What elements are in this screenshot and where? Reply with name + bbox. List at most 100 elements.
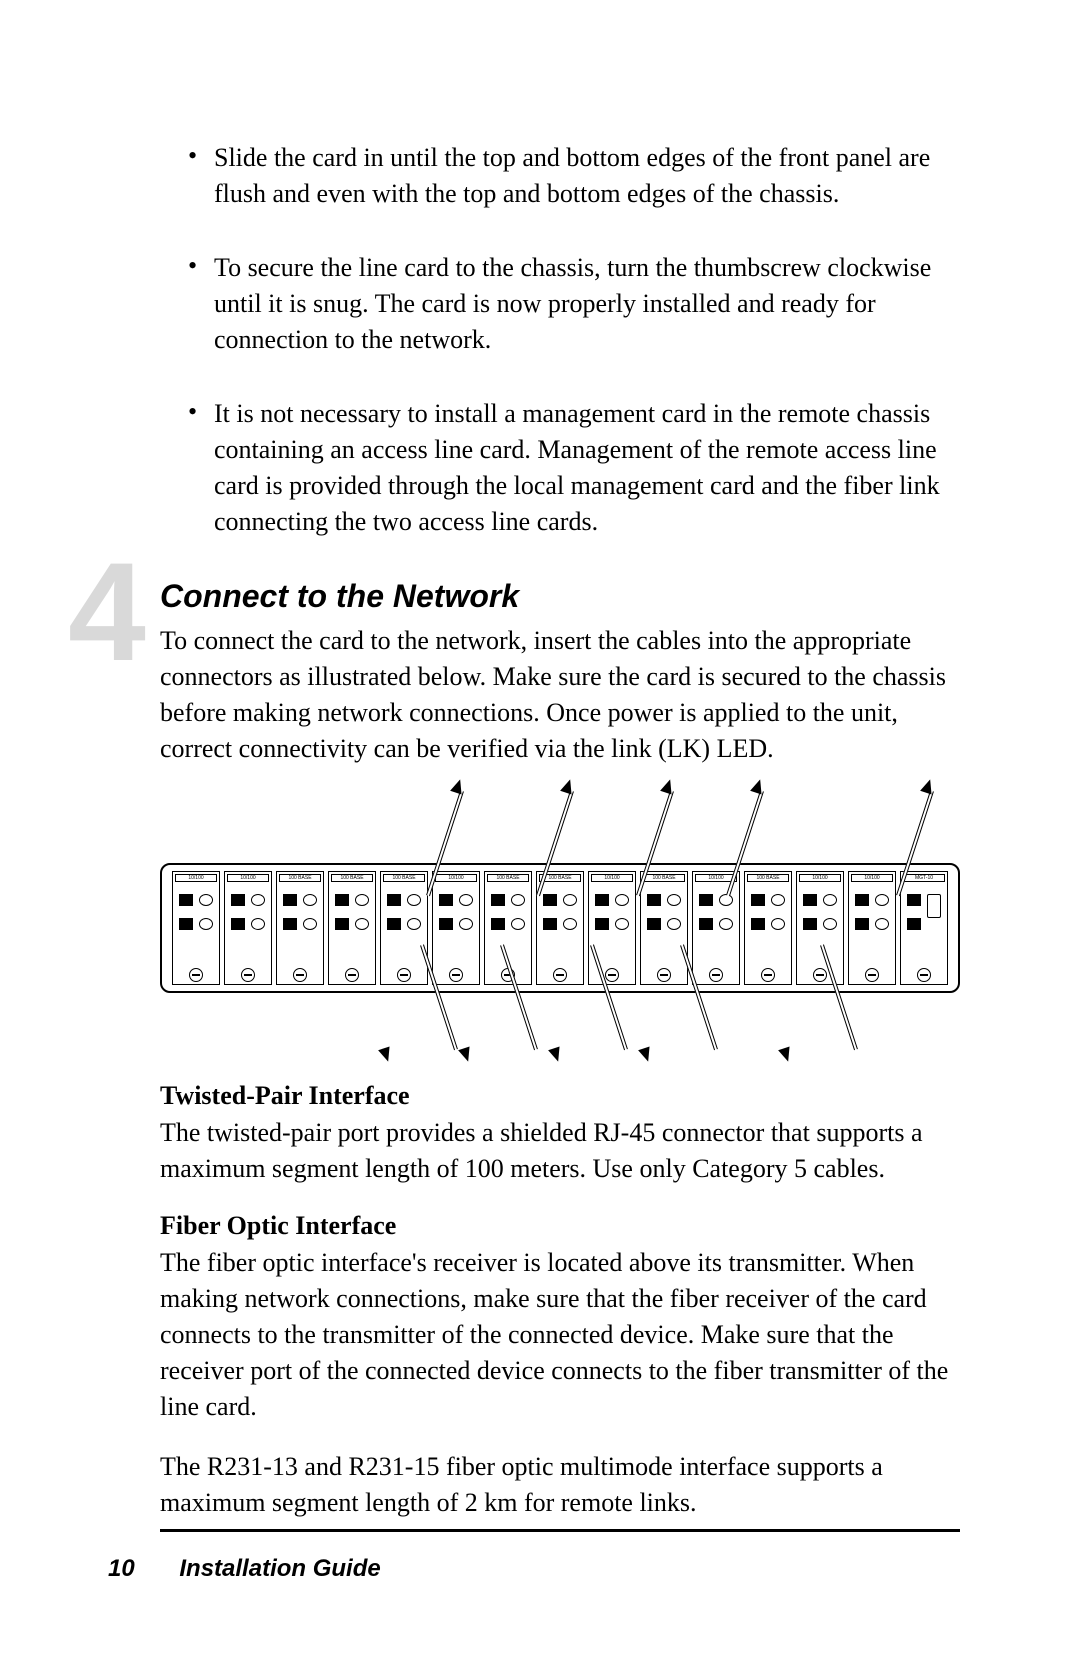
thumbscrew-icon xyxy=(397,968,411,982)
rj45-port-icon xyxy=(543,918,557,930)
rj45-port-icon xyxy=(283,918,297,930)
bullet-item: • To secure the line card to the chassis… xyxy=(188,250,960,358)
fiber-port-icon xyxy=(563,918,577,930)
rj45-port-icon xyxy=(179,894,193,906)
fiber-optic-text-1: The fiber optic interface's receiver is … xyxy=(160,1245,960,1425)
fiber-port-icon xyxy=(667,894,681,906)
fiber-port-icon xyxy=(823,894,837,906)
rj45-port-icon xyxy=(595,918,609,930)
bullet-item: • It is not necessary to install a manag… xyxy=(188,396,960,540)
fiber-optic-text-2: The R231-13 and R231-15 fiber optic mult… xyxy=(160,1449,960,1521)
slot-label: 100 BASE xyxy=(487,874,529,882)
chassis-outline: 10/10010/100100 BASE100 BASE100 BASE10/1… xyxy=(160,863,960,993)
chassis-slot: 100 BASE xyxy=(640,871,688,985)
rj45-port-icon xyxy=(699,918,713,930)
thumbscrew-icon xyxy=(189,968,203,982)
rj45-port-icon xyxy=(803,918,817,930)
fiber-port-icon xyxy=(459,918,473,930)
rj45-port-icon xyxy=(751,894,765,906)
slot-label: 10/100 xyxy=(227,874,269,882)
fiber-port-icon xyxy=(303,894,317,906)
fiber-port-icon xyxy=(251,918,265,930)
fiber-port-icon xyxy=(771,918,785,930)
arrowhead-icon xyxy=(548,1046,564,1063)
slot-label: 100 BASE xyxy=(747,874,789,882)
slot-label: 10/100 xyxy=(799,874,841,882)
arrowhead-icon xyxy=(378,1046,394,1063)
rj45-port-icon xyxy=(491,918,505,930)
fiber-port-icon xyxy=(407,918,421,930)
fiber-port-icon xyxy=(615,894,629,906)
fiber-port-icon xyxy=(355,894,369,906)
page-number: 10 xyxy=(108,1555,135,1582)
rj45-port-icon xyxy=(231,894,245,906)
slot-label: 10/100 xyxy=(175,874,217,882)
thumbscrew-icon xyxy=(345,968,359,982)
arrowhead-icon xyxy=(458,1046,474,1063)
rj45-port-icon xyxy=(543,894,557,906)
fiber-port-icon xyxy=(875,918,889,930)
thumbscrew-icon xyxy=(449,968,463,982)
chassis-slot: 100 BASE xyxy=(380,871,428,985)
rj45-port-icon xyxy=(803,894,817,906)
bullet-text: To secure the line card to the chassis, … xyxy=(214,250,960,358)
arrowhead-icon xyxy=(778,1046,794,1063)
slot-label: 10/100 xyxy=(435,874,477,882)
bullet-icon: • xyxy=(188,396,214,428)
section-rule xyxy=(160,1529,960,1532)
chassis-slot: 10/100 xyxy=(588,871,636,985)
section-intro: To connect the card to the network, inse… xyxy=(160,623,960,767)
rj45-port-icon xyxy=(595,894,609,906)
rj45-port-icon xyxy=(387,894,401,906)
chassis-slot: 10/100 xyxy=(692,871,740,985)
slot-label: 10/100 xyxy=(591,874,633,882)
section-number: 4 xyxy=(68,542,142,682)
rj45-port-icon xyxy=(179,918,193,930)
fiber-port-icon xyxy=(719,918,733,930)
slot-label: MGT-10 xyxy=(903,874,945,882)
bullet-list: • Slide the card in until the top and bo… xyxy=(188,140,960,540)
bullet-text: It is not necessary to install a managem… xyxy=(214,396,960,540)
thumbscrew-icon xyxy=(293,968,307,982)
twisted-pair-heading: Twisted-Pair Interface xyxy=(160,1081,960,1111)
bullet-icon: • xyxy=(188,140,214,172)
fiber-port-icon xyxy=(199,894,213,906)
chassis-slot: 100 BASE xyxy=(536,871,584,985)
thumbscrew-icon xyxy=(761,968,775,982)
fiber-port-icon xyxy=(199,918,213,930)
bullet-text: Slide the card in until the top and bott… xyxy=(214,140,960,212)
rj45-port-icon xyxy=(751,918,765,930)
rj45-port-icon xyxy=(907,894,921,906)
chassis-slot: 10/100 xyxy=(224,871,272,985)
rj45-port-icon xyxy=(855,894,869,906)
rj45-port-icon xyxy=(907,918,921,930)
page-footer: 10 Installation Guide xyxy=(108,1555,381,1583)
slot-label: 100 BASE xyxy=(331,874,373,882)
fiber-port-icon xyxy=(667,918,681,930)
arrowhead-icon xyxy=(638,1046,654,1063)
rj45-port-icon xyxy=(699,894,713,906)
footer-title: Installation Guide xyxy=(179,1555,380,1582)
slot-label: 10/100 xyxy=(851,874,893,882)
rj45-port-icon xyxy=(647,918,661,930)
fiber-port-icon xyxy=(875,894,889,906)
fiber-port-icon xyxy=(407,894,421,906)
thumbscrew-icon xyxy=(553,968,567,982)
chassis-slot: 100 BASE xyxy=(744,871,792,985)
thumbscrew-icon xyxy=(709,968,723,982)
fiber-port-icon xyxy=(771,894,785,906)
fiber-port-icon xyxy=(303,918,317,930)
fiber-port-icon xyxy=(615,918,629,930)
fiber-optic-heading: Fiber Optic Interface xyxy=(160,1211,960,1241)
rj45-port-icon xyxy=(335,894,349,906)
rj45-port-icon xyxy=(439,918,453,930)
slot-label: 100 BASE xyxy=(279,874,321,882)
fiber-port-icon xyxy=(563,894,577,906)
chassis-slot: MGT-10 xyxy=(900,871,948,985)
fiber-port-icon xyxy=(459,894,473,906)
twisted-pair-text: The twisted-pair port provides a shielde… xyxy=(160,1115,960,1187)
section-heading: Connect to the Network xyxy=(160,578,960,615)
fiber-port-icon xyxy=(719,894,733,906)
thumbscrew-icon xyxy=(865,968,879,982)
bullet-icon: • xyxy=(188,250,214,282)
